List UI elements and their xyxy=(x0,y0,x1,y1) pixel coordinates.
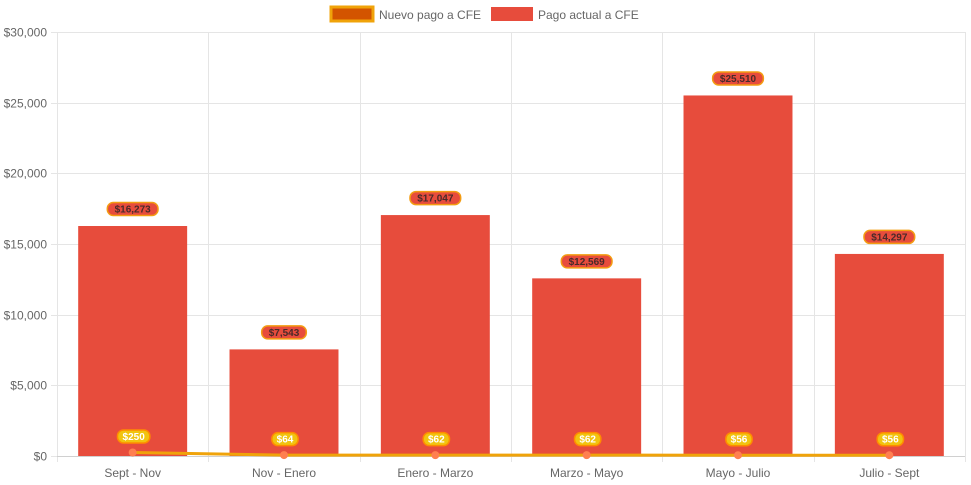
line-series xyxy=(128,448,894,460)
line-value-label: $56 xyxy=(725,431,753,447)
bar-value-label-text: $16,273 xyxy=(115,205,152,216)
x-tick-label: Sept - Nov xyxy=(104,466,161,480)
line-value-label-text: $62 xyxy=(579,435,596,446)
bar-value-label-text: $7,543 xyxy=(269,328,300,339)
y-tick-label: $20,000 xyxy=(4,167,48,181)
line-value-label-bg xyxy=(876,431,905,447)
y-tick-label: $25,000 xyxy=(4,97,48,111)
line-point[interactable] xyxy=(582,451,591,460)
legend-label-nuevo-pago: Nuevo pago a CFE xyxy=(379,8,481,22)
bar[interactable] xyxy=(532,278,642,456)
bar-series xyxy=(78,95,944,456)
bar[interactable] xyxy=(78,226,188,456)
bar[interactable] xyxy=(380,215,490,456)
bar-value-label: $14,297 xyxy=(863,229,916,245)
line-value-label-text: $56 xyxy=(731,435,748,446)
line-point[interactable] xyxy=(128,448,137,457)
legend-item-nuevo-pago[interactable]: Nuevo pago a CFE xyxy=(329,5,481,23)
bar-value-label-bg xyxy=(711,71,765,86)
line-value-label: $62 xyxy=(422,431,451,447)
line-value-label: $56 xyxy=(876,431,905,447)
line-value-label-text: $64 xyxy=(277,435,294,446)
line-value-label-text: $56 xyxy=(882,435,899,446)
bar-value-label-text: $17,047 xyxy=(417,194,454,205)
line-value-label: $250 xyxy=(116,429,151,444)
y-tick-label: $0 xyxy=(34,450,48,464)
bar-value-label-bg xyxy=(560,254,613,269)
x-tick-label: Julio - Sept xyxy=(859,466,920,480)
bar-value-label: $16,273 xyxy=(106,201,159,217)
bar-value-label-bg xyxy=(260,325,308,340)
x-tick-label: Mayo - Julio xyxy=(706,466,771,480)
line-value-label-bg xyxy=(573,431,602,447)
x-tick-label: Nov - Enero xyxy=(252,466,316,480)
data-labels: $16,273 $7,543 $17,047 $12,569 $25,510 $14,29… xyxy=(106,71,916,447)
bar-value-label: $7,543 xyxy=(260,325,308,340)
x-axis: Sept - Nov Nov - Enero Enero - Marzo Marzo … xyxy=(104,466,920,480)
bar[interactable] xyxy=(683,95,793,456)
bar-value-label-text: $12,569 xyxy=(569,257,606,268)
y-tick-label: $5,000 xyxy=(10,379,47,393)
line-point[interactable] xyxy=(431,451,440,460)
line-point[interactable] xyxy=(734,451,742,460)
line-value-label-bg xyxy=(422,431,451,447)
y-tick-label: $15,000 xyxy=(4,238,48,252)
line-value-label-text: $62 xyxy=(428,435,445,446)
bar-value-label-bg xyxy=(863,229,916,245)
legend: Nuevo pago a CFE Pago actual a CFE xyxy=(329,5,639,23)
bar[interactable] xyxy=(834,253,944,456)
legend-label-pago-actual: Pago actual a CFE xyxy=(538,8,639,22)
y-tick-label: $10,000 xyxy=(4,309,48,323)
line-value-label-bg xyxy=(271,431,299,447)
y-tick-label: $30,000 xyxy=(4,26,48,40)
bar-value-label-text: $14,297 xyxy=(871,232,908,243)
line-value-label: $62 xyxy=(573,431,602,447)
bar-value-label-bg xyxy=(409,190,462,206)
line-point[interactable] xyxy=(885,451,894,460)
bar-value-label: $17,047 xyxy=(409,190,462,206)
line-value-label-bg xyxy=(116,429,151,444)
line-path xyxy=(132,450,890,457)
x-tick-label: Marzo - Mayo xyxy=(550,466,624,480)
bar-value-label-bg xyxy=(106,201,159,217)
legend-item-pago-actual[interactable]: Pago actual a CFE xyxy=(491,7,639,22)
y-axis: $0 $5,000 $10,000 $15,000 $20,000 $25,000 $30,… xyxy=(4,26,48,464)
legend-swatch-pago-actual xyxy=(491,7,533,21)
line-point[interactable] xyxy=(280,451,288,460)
bar-value-label: $12,569 xyxy=(560,254,613,269)
line-value-label-bg xyxy=(725,431,753,447)
bar-value-label: $25,510 xyxy=(711,71,765,86)
x-tick-label: Enero - Marzo xyxy=(397,466,473,480)
bar-value-label-text: $25,510 xyxy=(720,74,757,85)
gridlines xyxy=(51,32,966,462)
legend-swatch-nuevo-pago xyxy=(329,5,375,23)
line-value-label: $64 xyxy=(271,431,299,447)
line-value-label-text: $250 xyxy=(123,432,146,443)
